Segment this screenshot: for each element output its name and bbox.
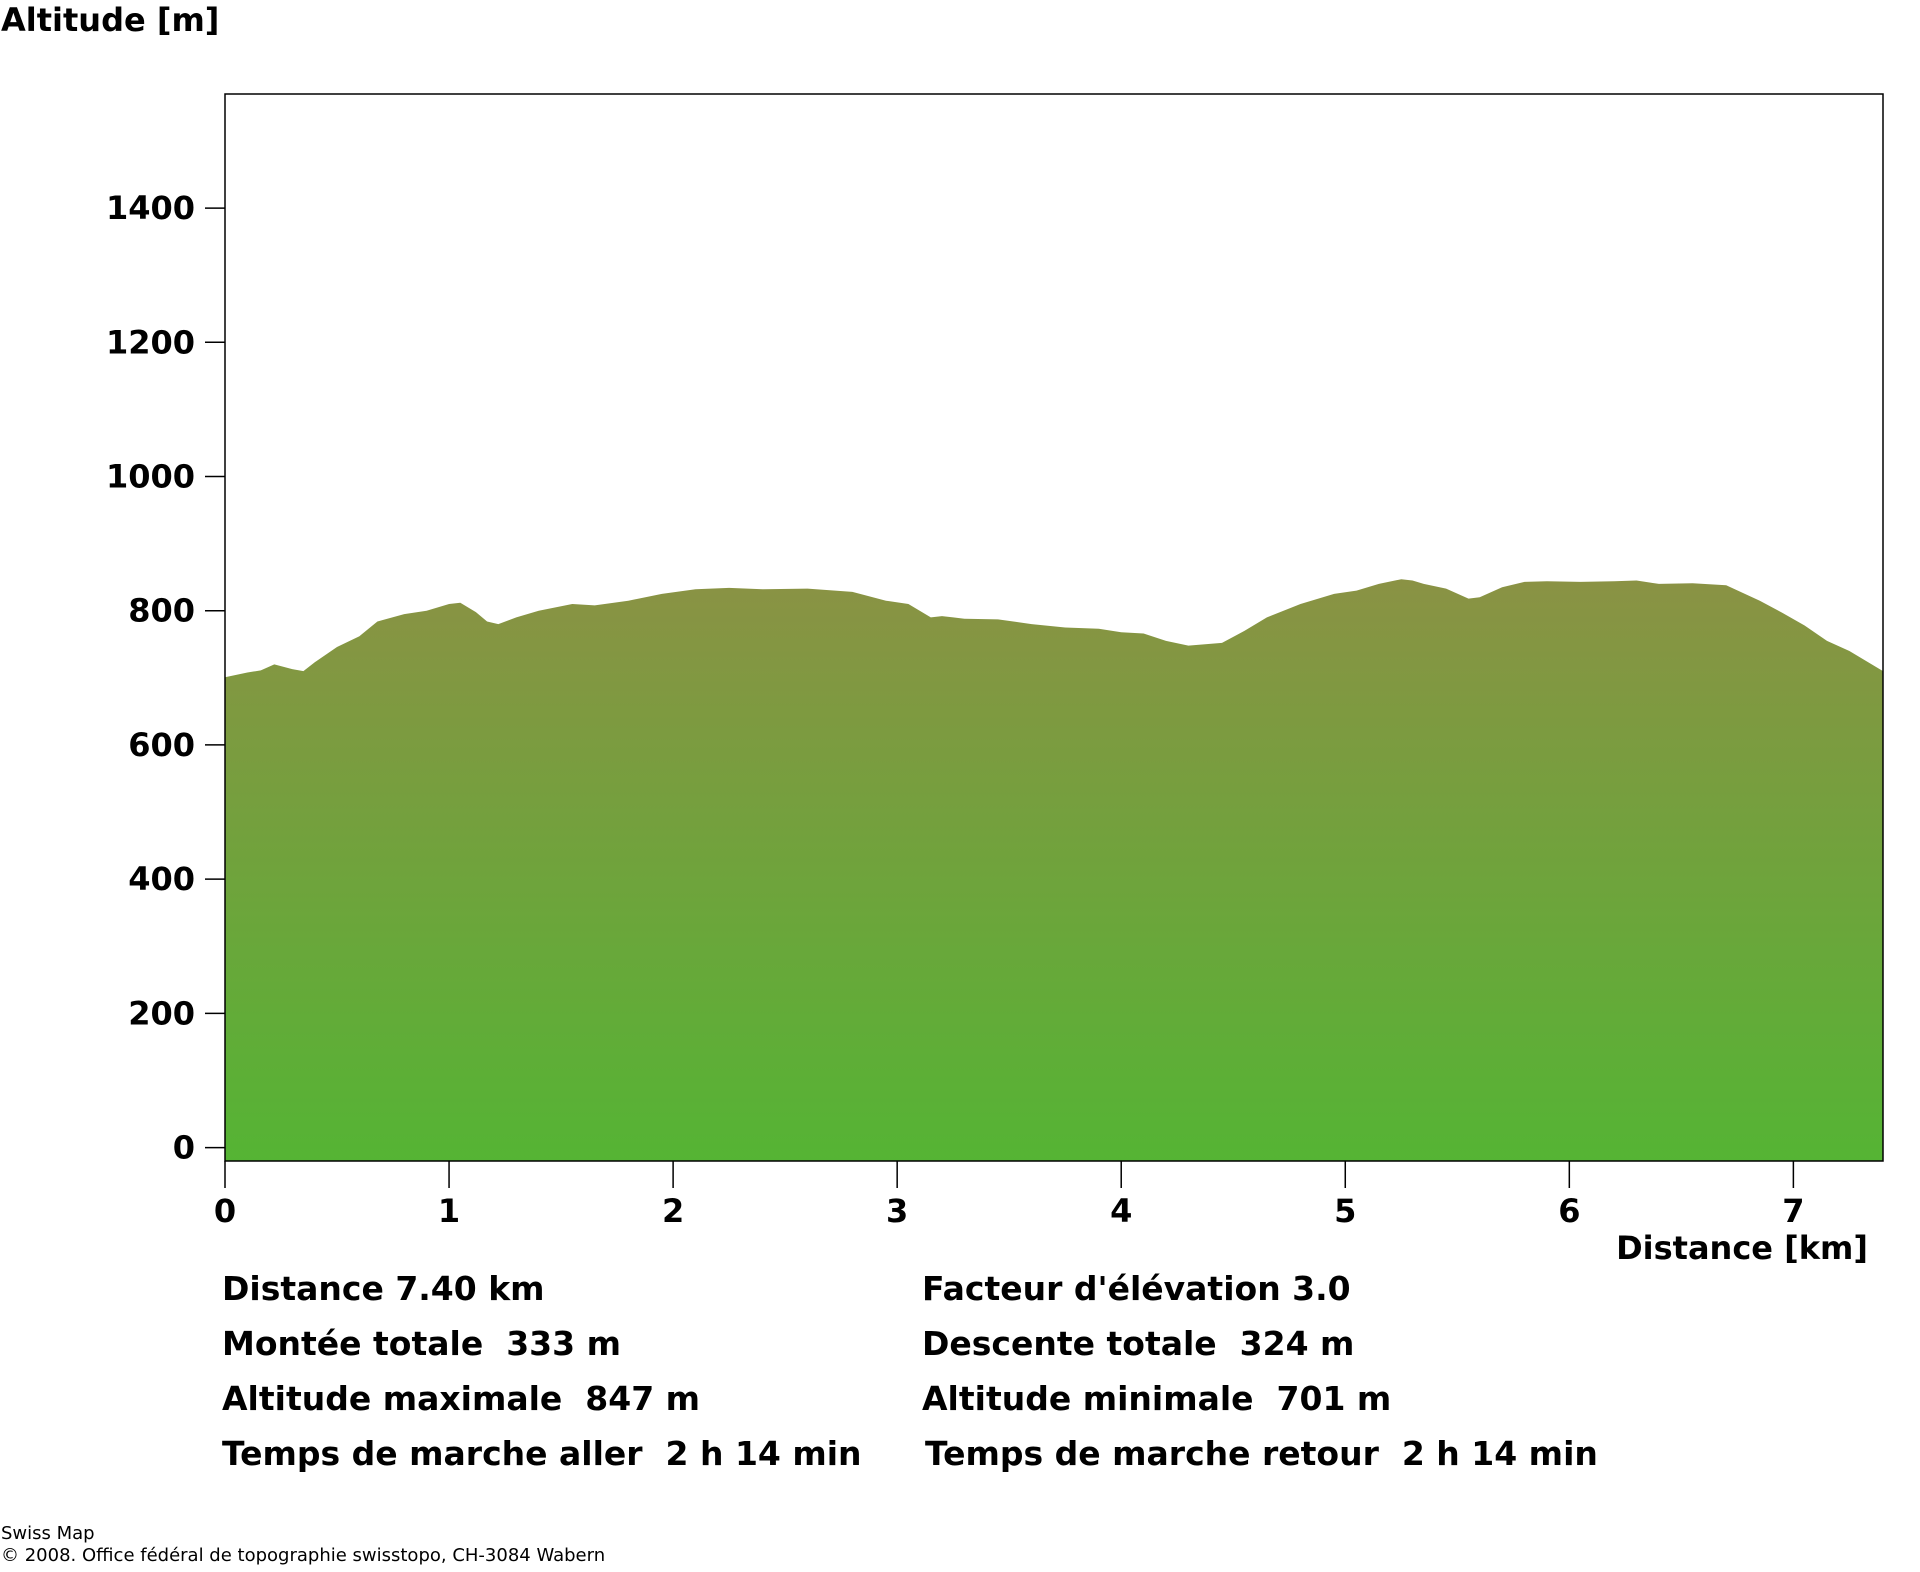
y-tick-label: 600 — [128, 726, 195, 764]
plot-frame — [224, 93, 1884, 1162]
stat-min-altitude: Altitude minimale 701 m — [922, 1379, 1392, 1418]
x-tick-label: 7 — [1782, 1192, 1804, 1230]
y-tick-label: 1200 — [106, 323, 195, 361]
y-tick-label: 200 — [128, 994, 195, 1032]
y-tick-label: 800 — [128, 592, 195, 630]
x-tick-label: 6 — [1558, 1192, 1580, 1230]
y-tick-label: 0 — [173, 1129, 195, 1167]
elevation-area — [225, 579, 1883, 1161]
y-tick-label: 1400 — [106, 189, 195, 227]
y-axis-label: Altitude [m] — [1, 1, 219, 39]
stat-walk-time-forward: Temps de marche aller 2 h 14 min — [222, 1434, 862, 1473]
x-tick-label: 0 — [214, 1192, 236, 1230]
footer-source: Swiss Map — [1, 1523, 95, 1544]
footer-copyright: © 2008. Office fédéral de topographie sw… — [1, 1545, 606, 1566]
stat-walk-time-return: Temps de marche retour 2 h 14 min — [925, 1434, 1598, 1473]
y-tick-label: 1000 — [106, 458, 195, 496]
stat-total-descent: Descente totale 324 m — [922, 1324, 1355, 1363]
stat-elevation-factor: Facteur d'élévation 3.0 — [922, 1269, 1351, 1308]
x-tick-label: 5 — [1334, 1192, 1356, 1230]
x-tick-label: 2 — [662, 1192, 684, 1230]
x-tick-label: 3 — [886, 1192, 908, 1230]
stat-total-ascent: Montée totale 333 m — [222, 1324, 621, 1363]
y-tick-label: 400 — [128, 860, 195, 898]
stat-distance: Distance 7.40 km — [222, 1269, 545, 1308]
x-axis-label: Distance [km] — [1616, 1229, 1868, 1267]
x-tick-label: 1 — [438, 1192, 460, 1230]
x-tick-label: 4 — [1110, 1192, 1132, 1230]
stat-max-altitude: Altitude maximale 847 m — [222, 1379, 701, 1418]
